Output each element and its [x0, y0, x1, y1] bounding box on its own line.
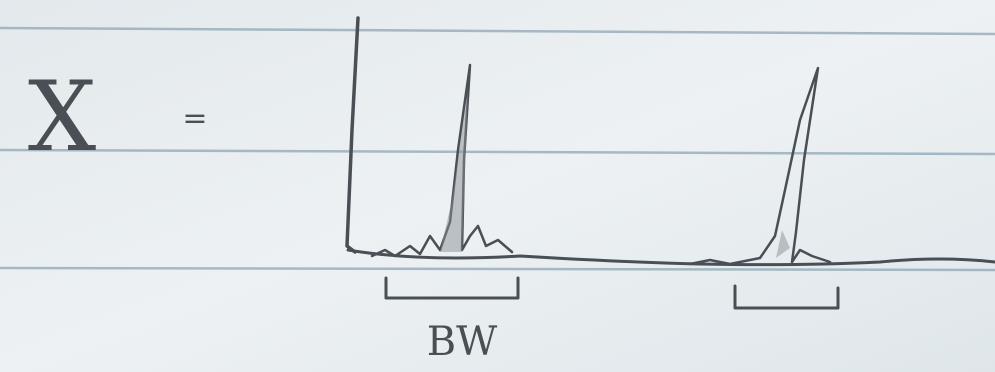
- bandwidth-label: BW: [427, 319, 498, 365]
- operator: =: [182, 101, 207, 136]
- paper: [0, 0, 995, 372]
- symbol: X: [28, 61, 96, 173]
- sketch: X = BW: [0, 0, 995, 372]
- page: X = BW (() => { const data = JSON.parse(…: [0, 0, 995, 372]
